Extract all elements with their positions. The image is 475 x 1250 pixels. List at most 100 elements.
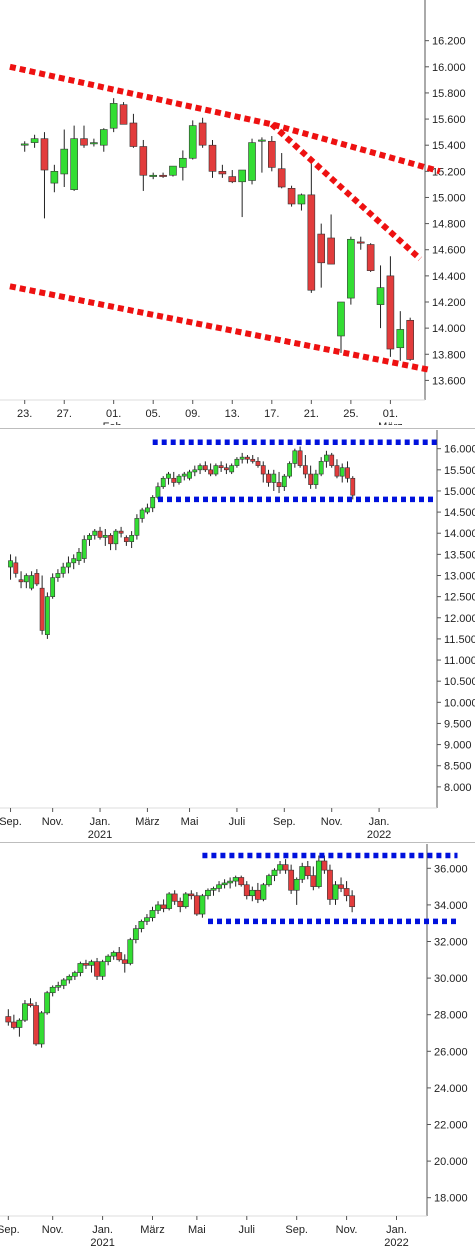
y-tick-label: 13.800 — [432, 349, 466, 361]
x-tick-label: Sep. — [0, 1224, 20, 1236]
candle-up — [324, 454, 329, 462]
y-tick-label: 16.000 — [432, 62, 466, 74]
candle-up — [149, 174, 157, 177]
candle-up — [169, 165, 177, 176]
candle-up — [229, 465, 235, 473]
candle-up — [155, 486, 161, 498]
candle-up — [221, 882, 228, 886]
candle-down — [121, 959, 128, 964]
candle-down — [327, 869, 333, 900]
x-tick-label: Jan. — [386, 1224, 407, 1236]
y-tick-label: 14.000 — [432, 323, 466, 335]
candle-up — [199, 895, 206, 915]
x-tick-sublabel: 2021 — [90, 1237, 114, 1249]
candle-down — [302, 465, 308, 475]
x-tick-label: Sep. — [273, 816, 296, 828]
candle-down — [116, 952, 123, 961]
candle-up — [187, 471, 192, 479]
candle-up — [258, 139, 266, 142]
x-tick-label: 13. — [225, 408, 240, 420]
panel-separator-1 — [0, 428, 475, 429]
y-tick-label: 13.600 — [432, 375, 466, 387]
x-tick-sublabel: 2022 — [384, 1237, 408, 1249]
candle-up — [110, 952, 117, 957]
candle-down — [160, 904, 167, 909]
candle-down — [10, 1021, 17, 1028]
candle-down — [250, 458, 256, 462]
candle-up — [55, 985, 62, 988]
candle-down — [208, 144, 217, 172]
y-tick-label: 36.000 — [434, 863, 468, 875]
candle-up — [234, 458, 240, 466]
y-tick-label: 15.600 — [432, 114, 466, 126]
x-tick-sublabel: 2021 — [88, 829, 112, 840]
candle-down — [228, 176, 237, 183]
candle-down — [287, 188, 296, 205]
candle-up — [210, 888, 217, 891]
y-tick-label: 24.000 — [434, 1083, 468, 1095]
candle-up — [260, 884, 267, 900]
candle-up — [271, 869, 278, 876]
chart-panel-1: 16.200 16.000 15.800 15.600 15.400 15.200 15.0… — [0, 0, 475, 425]
candle-down — [223, 467, 229, 471]
x-tick-label: 23. — [17, 408, 32, 420]
candle-down — [288, 869, 295, 891]
candle-up — [71, 972, 78, 977]
candle-down — [171, 893, 178, 902]
y-tick-label: 9.000 — [444, 740, 472, 752]
candle-down — [218, 465, 224, 469]
candle-down — [297, 450, 303, 466]
trendline — [9, 63, 441, 175]
candle-up — [23, 575, 29, 583]
candle-down — [356, 241, 365, 244]
y-tick-label: 14.600 — [432, 245, 466, 257]
candlestick-chart-1: 16.200 16.000 15.800 15.600 15.400 15.200 15.0… — [0, 0, 466, 425]
candle-down — [108, 535, 113, 545]
x-tick-label: Juli — [239, 1224, 256, 1236]
candle-down — [129, 122, 138, 147]
x-tick-label: Mai — [188, 1224, 206, 1236]
candle-up — [44, 596, 50, 635]
candle-up — [266, 875, 272, 886]
candle-down — [406, 319, 414, 360]
candle-up — [109, 103, 118, 129]
y-tick-label: 26.000 — [434, 1046, 468, 1058]
x-tick-label: Mai — [181, 816, 199, 828]
candle-up — [49, 986, 56, 994]
candle-down — [40, 138, 49, 171]
candle-down — [193, 895, 200, 915]
candle-up — [313, 473, 319, 485]
candle-down — [159, 174, 167, 177]
candle-up — [315, 860, 322, 887]
y-tick-label: 8.000 — [444, 782, 472, 794]
y-tick-label: 12.000 — [444, 613, 475, 625]
x-tick-label: 01. — [106, 408, 121, 420]
panel-separator-2 — [0, 842, 475, 843]
x-tick-label: Jan. — [92, 1224, 113, 1236]
candle-up — [50, 171, 59, 184]
x-tick-label: März — [140, 1224, 164, 1236]
candle-down — [276, 482, 282, 488]
x-tick-sublabel: 2022 — [367, 829, 391, 840]
x-tick-label: Nov. — [42, 1224, 64, 1236]
candle-up — [66, 975, 73, 981]
candlestick-chart-2: 16.000 15.500 15.000 14.500 14.000 13.500 13.0… — [0, 430, 475, 840]
candle-down — [27, 1003, 34, 1006]
chart-panel-2: 16.000 15.500 15.000 14.500 14.000 13.500 13.0… — [0, 430, 475, 840]
y-tick-label: 11.500 — [444, 634, 475, 646]
candle-up — [376, 287, 385, 305]
candle-up — [292, 450, 298, 464]
y-tick-label: 13.500 — [444, 549, 475, 561]
candle-up — [76, 551, 82, 562]
y-tick-label: 20.000 — [434, 1156, 468, 1168]
candle-up — [149, 910, 156, 919]
chart-panel-3: 36.000 34.000 32.000 30.000 28.000 26.000 24.0… — [0, 844, 475, 1250]
candle-down — [304, 866, 311, 876]
candle-up — [30, 138, 39, 143]
candle-up — [134, 518, 140, 536]
y-tick-label: 10.500 — [444, 676, 475, 688]
x-tick-label: Jan. — [90, 816, 111, 828]
candle-up — [293, 878, 300, 891]
candle-down — [277, 168, 286, 188]
candle-up — [38, 1012, 45, 1045]
